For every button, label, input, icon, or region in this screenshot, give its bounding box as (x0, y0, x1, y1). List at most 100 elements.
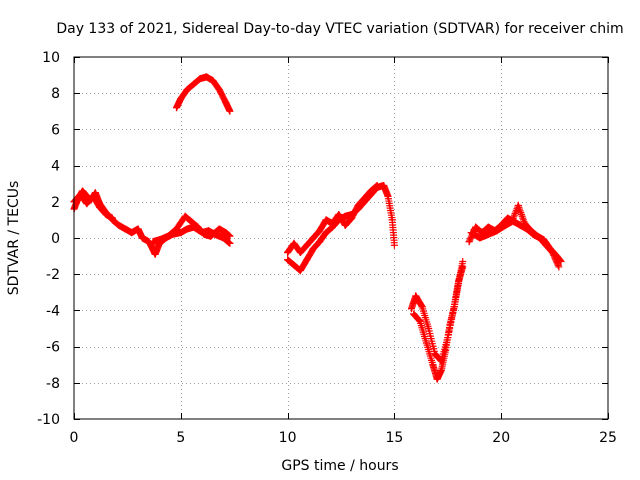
chart-title: Day 133 of 2021, Sidereal Day-to-day VTE… (56, 21, 623, 37)
data-point (149, 238, 157, 246)
y-tick-label: -2 (46, 267, 60, 283)
data-point (553, 252, 561, 260)
data-point (557, 258, 565, 266)
data-point (207, 232, 215, 240)
data-point-marker (512, 208, 520, 216)
y-tick-label: -6 (46, 340, 60, 356)
data-point (222, 229, 230, 237)
data-point (147, 241, 155, 249)
data-point (459, 263, 467, 271)
data-point (196, 75, 204, 83)
data-point (493, 227, 501, 235)
data-point (183, 225, 191, 233)
data-point (194, 223, 202, 231)
data-point (341, 221, 349, 229)
x-tick-label: 25 (599, 430, 617, 446)
data-point (328, 220, 336, 228)
series-track-j (467, 201, 565, 266)
data-point (296, 267, 304, 275)
data-point (177, 95, 185, 103)
data-point (222, 98, 230, 106)
data-point (177, 229, 185, 237)
data-point (128, 229, 136, 237)
series-track-c (149, 212, 234, 246)
data-point (476, 234, 484, 242)
data-point (226, 239, 234, 247)
data-point-marker (554, 262, 562, 270)
data-point (425, 325, 433, 332)
data-point (454, 277, 462, 285)
data-point (284, 248, 292, 256)
data-point (467, 229, 475, 237)
data-point (121, 225, 129, 233)
x-tick-label: 10 (279, 430, 297, 446)
series-track-h (410, 263, 467, 383)
data-point (373, 182, 381, 190)
data-point (540, 236, 548, 244)
y-tick-label: -8 (46, 376, 60, 392)
data-point (450, 303, 458, 311)
data-point (465, 238, 473, 246)
data-point (200, 230, 208, 238)
data-point (322, 216, 330, 224)
data-point (173, 225, 181, 233)
data-point (446, 321, 454, 329)
data-point (190, 80, 198, 88)
data-point (335, 210, 343, 218)
data-point (484, 230, 492, 238)
y-axis-label: SDTVAR / TECUs (6, 181, 22, 296)
data-point (151, 250, 159, 258)
data-point (284, 256, 292, 264)
data-point (209, 77, 217, 85)
data-point (367, 187, 375, 195)
data-point-marker (509, 214, 517, 222)
tick-layer: 0 5 10 15 20 25 -10 -8 -6 -4 -2 0 2 4 6 8 10 (37, 50, 617, 446)
y-tick-label: -4 (46, 303, 60, 319)
data-point (76, 191, 84, 199)
data-point-marker (510, 211, 518, 219)
data-point (534, 232, 542, 240)
data-point (521, 220, 529, 228)
data-point (183, 86, 191, 94)
data-point (164, 232, 172, 240)
y-tick-label: 10 (42, 50, 60, 66)
data-point (181, 212, 189, 220)
data-point (138, 234, 146, 242)
data-points-layer (70, 73, 565, 383)
data-point (134, 225, 142, 233)
x-tick-label: 0 (70, 430, 79, 446)
plot-frame (73, 56, 609, 420)
data-point (220, 234, 228, 242)
data-point (226, 107, 234, 115)
data-point (348, 214, 356, 222)
y-tick-label: 4 (51, 159, 60, 175)
data-point-marker (510, 213, 518, 221)
data-point (173, 104, 181, 112)
series-track-f (284, 182, 381, 256)
y-tick-label: 8 (51, 86, 60, 102)
data-point (442, 346, 450, 354)
data-point (508, 218, 516, 226)
data-point (437, 366, 445, 374)
data-point (303, 241, 311, 249)
data-point (416, 317, 424, 325)
data-point (102, 210, 110, 218)
data-point (472, 223, 480, 231)
data-point (501, 221, 509, 229)
x-axis-label: GPS time / hours (281, 458, 398, 474)
x-tick-label: 5 (176, 430, 185, 446)
data-point (83, 200, 91, 208)
data-point (309, 245, 317, 253)
data-point (89, 192, 97, 200)
x-tick-label: 20 (492, 430, 510, 446)
data-point (296, 248, 304, 256)
data-point (354, 201, 362, 209)
data-point (407, 305, 415, 313)
data-point (79, 187, 87, 195)
data-point (187, 218, 195, 226)
data-point (316, 227, 324, 235)
data-point-marker (415, 316, 423, 324)
data-point (422, 339, 430, 347)
x-tick-label: 15 (385, 430, 403, 446)
